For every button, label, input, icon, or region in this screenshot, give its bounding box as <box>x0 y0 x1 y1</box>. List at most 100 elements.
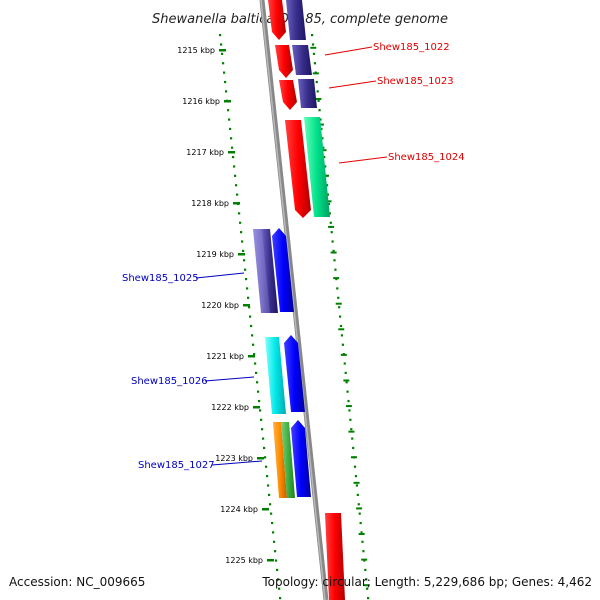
ruler-dot <box>227 109 230 112</box>
ruler-dot <box>259 409 262 412</box>
ruler-dot <box>223 71 226 74</box>
ruler-dot <box>241 240 244 243</box>
gene-navy-1023 <box>298 79 317 108</box>
ruler-dot <box>256 381 259 384</box>
gene-red-1021 <box>268 0 286 40</box>
ruler-dot <box>364 568 367 572</box>
gene-shew185-1023 <box>279 80 297 110</box>
ruler-label-9: 1223 kbp <box>215 454 253 463</box>
ruler-dot <box>243 259 246 262</box>
ruler-dot <box>244 268 247 271</box>
ruler-dot <box>338 306 341 309</box>
ruler-label-11: 1225 kbp <box>225 556 263 565</box>
ruler-dot <box>326 193 330 196</box>
gene-blue-1026 <box>284 335 305 412</box>
ruler-dot <box>247 296 250 299</box>
ruler-minor-tick <box>361 558 368 561</box>
gene-shew185-1024 <box>304 117 330 217</box>
ruler-dot <box>270 512 273 515</box>
ruler-dot <box>358 512 361 515</box>
ruler-dot <box>365 578 368 581</box>
ruler-label-8: 1222 kbp <box>211 403 249 412</box>
gene-navy-1025 <box>262 229 278 313</box>
ruler-dot <box>325 184 329 187</box>
ruler-dot <box>343 362 346 365</box>
ruler-dot <box>341 343 344 346</box>
ruler-minor-tick <box>315 97 322 100</box>
ruler-major-tick <box>243 304 250 307</box>
ruler-dot <box>312 52 316 55</box>
ruler-dot <box>311 43 315 46</box>
leader-line-1 <box>324 46 373 56</box>
gene-lavender-1025 <box>253 229 271 313</box>
ruler-dot <box>274 550 277 553</box>
gene-features <box>253 0 345 600</box>
ruler-major-tick <box>257 457 264 460</box>
gene-blue-1027 <box>291 420 311 497</box>
ruler-dot <box>321 137 324 140</box>
gene-label-shew185-1025: Shew185_1025 <box>122 273 199 284</box>
gene-shew185-1022 <box>275 45 293 78</box>
ruler-dot <box>240 231 243 234</box>
ruler-label-4: 1218 kbp <box>191 199 229 208</box>
ruler-dot <box>315 80 318 84</box>
ruler-dot <box>318 109 321 112</box>
ruler-label-7: 1221 kbp <box>206 352 244 361</box>
ruler-dot <box>266 475 269 478</box>
gene-label-shew185-1024: Shew185_1024 <box>388 152 465 163</box>
ruler-dot <box>352 446 355 450</box>
ruler-minor-tick <box>345 405 352 408</box>
ruler-dot <box>261 428 264 431</box>
ruler-dot <box>353 465 357 468</box>
ruler-major-tick <box>219 49 226 52</box>
ruler-dot <box>362 550 365 553</box>
ruler-dot <box>316 90 319 93</box>
ruler-minor-tick <box>356 507 363 510</box>
ruler-dot <box>354 475 358 478</box>
ruler-dot <box>239 221 242 224</box>
ruler-dot <box>334 268 337 271</box>
ruler-dot <box>279 597 282 600</box>
ruler-dot <box>347 399 350 403</box>
ruler-dot <box>275 559 278 562</box>
ruler-label-1: 1215 kbp <box>177 46 215 55</box>
ruler-dot <box>324 165 327 168</box>
ruler-dot <box>260 418 263 421</box>
ruler-dot <box>249 315 252 318</box>
ruler-dot <box>317 99 320 102</box>
leader-line-4 <box>195 272 245 279</box>
ruler-dot <box>276 568 279 572</box>
ruler-dot <box>245 277 248 281</box>
topology-text: Topology: circular; Length: 5,229,686 bp… <box>262 575 592 589</box>
ruler-minor-tick <box>343 379 350 382</box>
ruler-dot <box>357 503 360 506</box>
ruler-major-tick <box>238 253 245 256</box>
ruler-dot <box>278 587 281 590</box>
ruler-dot <box>332 249 335 253</box>
ruler-dot <box>229 127 232 131</box>
ruler-minor-tick <box>363 584 370 587</box>
ruler-dot <box>272 531 275 534</box>
ruler-dot <box>248 306 251 309</box>
ruler-dot <box>222 62 225 65</box>
ruler-major-tick <box>224 100 231 103</box>
ruler-minor-tick <box>330 251 337 254</box>
ruler-dot <box>351 437 354 440</box>
ruler-dot <box>231 146 234 149</box>
ruler-major-tick <box>228 151 235 154</box>
gene-label-shew185-1023: Shew185_1023 <box>377 76 454 87</box>
ruler-minor-tick <box>328 225 335 228</box>
gene-shew185-1027 <box>273 422 287 498</box>
leader-line-3 <box>338 156 388 164</box>
ruler-dot <box>253 353 256 356</box>
ruler-dot <box>323 155 326 159</box>
ruler-dot <box>348 409 351 412</box>
ruler-minor-tick <box>312 72 319 75</box>
ruler-dot <box>254 362 257 365</box>
ruler-dot <box>257 390 260 393</box>
ruler-label-10: 1224 kbp <box>220 505 258 514</box>
ruler-label-6: 1220 kbp <box>201 301 239 310</box>
ruler-dot <box>359 521 362 525</box>
ruler-dot <box>250 324 253 328</box>
ruler-dot <box>221 52 224 55</box>
